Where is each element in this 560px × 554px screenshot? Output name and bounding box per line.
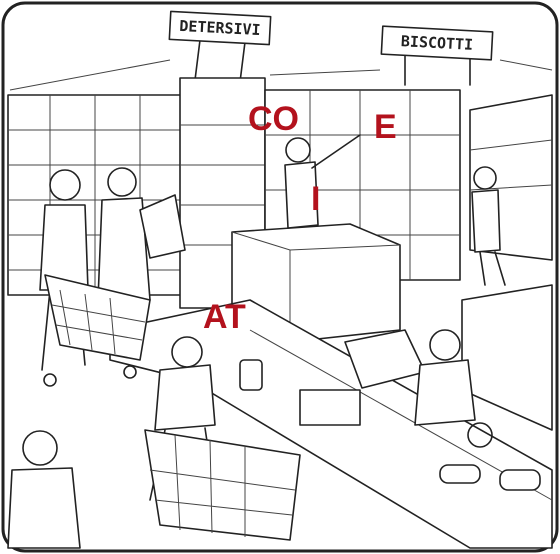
overlay-letters: CO [248,100,299,138]
sign-board: BISCOTTI [381,26,492,60]
sign-label: BISCOTTI [400,32,473,54]
illustration: DETERSIVI BISCOTTI CO E I AT [0,0,560,554]
overlay-letters: I [311,180,320,218]
overlay-letters: AT [203,298,246,336]
overlay-letters: E [374,108,397,146]
sign-board: DETERSIVI [169,11,270,44]
